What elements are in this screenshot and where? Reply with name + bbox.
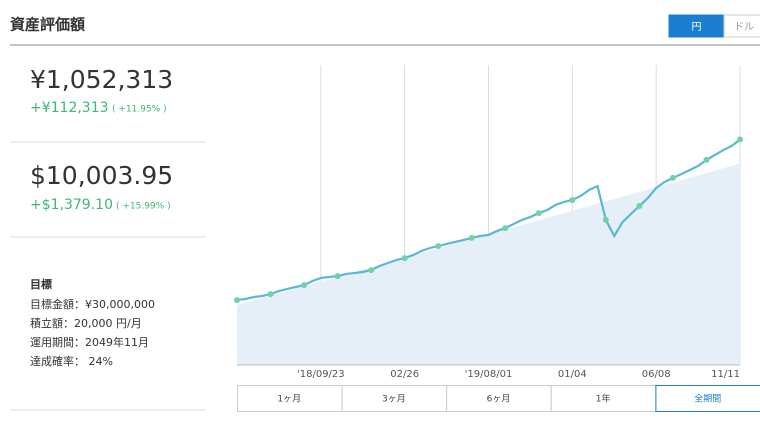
jpy-value: ¥1,052,313 [30,65,173,94]
currency-label: ドル [734,22,754,33]
x-tick-label: 06/08 [642,369,671,380]
currency-button[interactable] [723,14,760,38]
goal-title: 目標 [30,277,52,291]
value-dot [435,243,442,250]
value-dot [669,174,676,181]
value-dot [468,234,475,241]
usd-value: $10,003.95 [30,161,173,190]
x-tick-label: '19/08/01 [465,369,513,380]
jpy-change-pct: ( +11.95% ) [112,105,167,115]
goal-item: 達成確率： 24% [30,354,113,368]
value-dot [602,216,609,223]
period-button[interactable] [237,385,343,412]
usd-change: +$1,379.10 [30,197,113,213]
period-label: 1ヶ月 [277,394,301,405]
value-line [236,138,741,302]
value-dot [267,291,274,298]
value-dot [569,197,576,203]
period-button[interactable] [550,385,657,412]
period-label: 全期間 [694,393,721,405]
period-label: 3ヶ月 [382,394,406,405]
usd-change-pct: ( +15.99% ) [116,202,171,212]
period-label: 1年 [596,393,611,405]
principal-area [237,163,740,365]
currency-label: 円 [692,22,702,33]
value-dot [703,156,710,163]
value-dot [301,282,308,289]
jpy-change: +¥112,313 [30,100,109,116]
x-tick-label: 01/04 [558,369,587,380]
goal-item: 運用期間：2049年11月 [30,335,149,349]
x-tick-label: 02/26 [390,369,419,380]
page-title: 資産評価額 [10,16,85,34]
value-dot [636,203,643,209]
goal-item: 積立額：20,000 円/月 [30,316,142,330]
value-dot [737,136,743,143]
period-button[interactable] [446,385,552,412]
value-dot [234,297,240,304]
value-dot [535,210,542,217]
x-tick-label: '18/09/23 [297,369,345,380]
period-label: 6ヶ月 [487,394,511,405]
value-dot [401,255,408,262]
period-button[interactable] [341,385,448,412]
value-dot [334,273,341,280]
period-button[interactable] [655,385,760,412]
value-dot [502,225,509,232]
value-dot [368,267,375,274]
goal-item: 目標金額：¥30,000,000 [30,297,155,311]
x-tick-label: 11/11 [711,369,740,380]
